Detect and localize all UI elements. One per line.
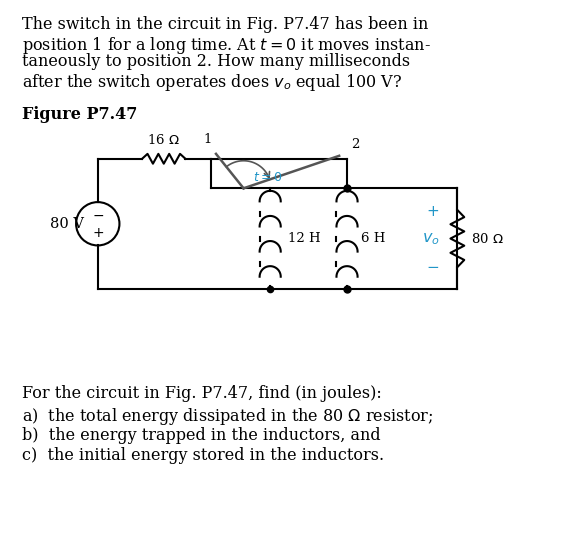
Text: $+$: $+$: [92, 225, 104, 240]
Text: c)  the initial energy stored in the inductors.: c) the initial energy stored in the indu…: [22, 447, 384, 464]
Text: 16 $\Omega$: 16 $\Omega$: [147, 133, 180, 147]
Text: b)  the energy trapped in the inductors, and: b) the energy trapped in the inductors, …: [22, 427, 381, 444]
Text: $t = 0$: $t = 0$: [253, 171, 283, 184]
Text: Figure P7.47: Figure P7.47: [22, 106, 137, 123]
Text: 12 H: 12 H: [288, 232, 320, 245]
Text: 1: 1: [204, 133, 212, 146]
Text: a)  the total energy dissipated in the 80 $\Omega$ resistor;: a) the total energy dissipated in the 80…: [22, 406, 433, 427]
Text: position 1 for a long time. At $t = 0$ it moves instan-: position 1 for a long time. At $t = 0$ i…: [22, 34, 431, 56]
Text: The switch in the circuit in Fig. P7.47 has been in: The switch in the circuit in Fig. P7.47 …: [22, 16, 428, 33]
Text: taneously to position 2. How many milliseconds: taneously to position 2. How many millis…: [22, 54, 410, 71]
Text: $v_o$: $v_o$: [422, 230, 439, 247]
Text: 80 $\Omega$: 80 $\Omega$: [471, 231, 504, 246]
Text: after the switch operates does $v_o$ equal 100 V?: after the switch operates does $v_o$ equ…: [22, 72, 402, 93]
Text: +: +: [426, 205, 439, 219]
Text: 80 V: 80 V: [50, 217, 84, 231]
Text: 6 H: 6 H: [361, 232, 385, 245]
Text: $\mathsf{WW}$: $\mathsf{WW}$: [153, 174, 175, 187]
Text: $-$: $-$: [426, 258, 439, 272]
Text: $-$: $-$: [92, 208, 104, 222]
Text: 2: 2: [351, 138, 359, 151]
Text: For the circuit in Fig. P7.47, find (in joules):: For the circuit in Fig. P7.47, find (in …: [22, 385, 382, 402]
